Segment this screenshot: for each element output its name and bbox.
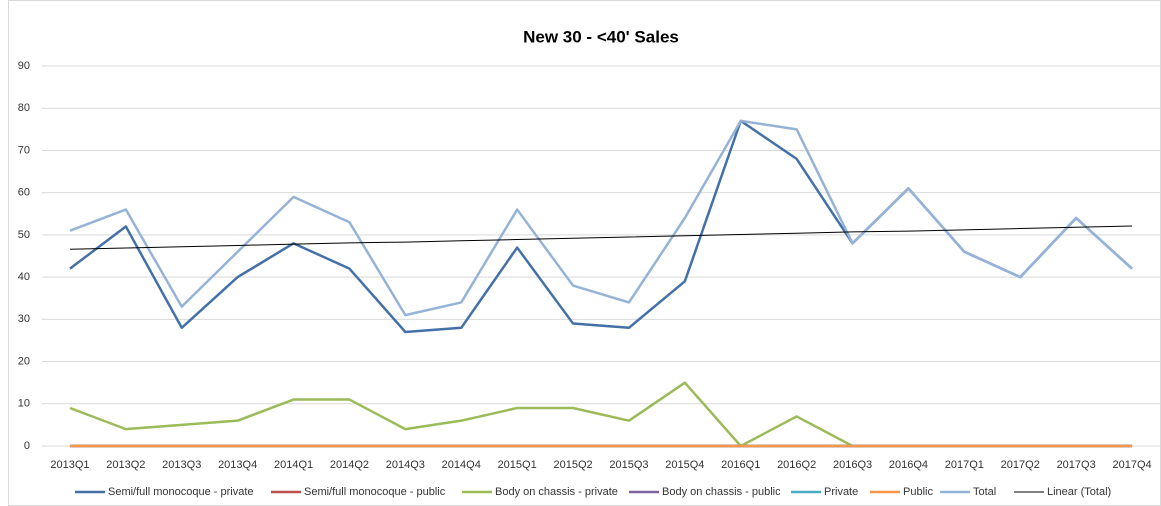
x-tick-label: 2016Q2 <box>777 459 816 471</box>
x-tick-label: 2016Q1 <box>721 459 760 471</box>
y-tick-label: 20 <box>18 355 30 367</box>
x-tick-label: 2015Q2 <box>553 459 592 471</box>
x-tick-label: 2016Q4 <box>889 459 928 471</box>
y-tick-label: 40 <box>18 271 30 283</box>
x-tick-label: 2017Q4 <box>1112 459 1151 471</box>
y-tick-label: 70 <box>18 144 30 156</box>
series-line <box>69 225 1133 250</box>
x-tick-label: 2013Q1 <box>50 459 89 471</box>
x-tick-label: 2015Q4 <box>665 459 704 471</box>
y-tick-label: 10 <box>18 398 30 410</box>
y-tick-label: 60 <box>18 187 30 199</box>
x-tick-label: 2017Q2 <box>1001 459 1040 471</box>
x-tick-label: 2017Q3 <box>1057 459 1096 471</box>
legend-label: Semi/full monocoque - private <box>108 486 254 498</box>
x-tick-label: 2013Q4 <box>218 459 257 471</box>
legend-label: Semi/full monocoque - public <box>304 486 446 498</box>
y-tick-label: 50 <box>18 229 30 241</box>
chart-title: New 30 - <40' Sales <box>523 27 679 46</box>
y-tick-label: 0 <box>24 440 30 452</box>
x-tick-label: 2014Q4 <box>442 459 481 471</box>
legend-label: Linear (Total) <box>1047 486 1111 498</box>
x-tick-label: 2015Q3 <box>609 459 648 471</box>
chart-border <box>8 0 1161 506</box>
x-tick-label: 2013Q3 <box>162 459 201 471</box>
series-line <box>69 119 1133 317</box>
y-tick-label: 90 <box>18 60 30 72</box>
x-tick-label: 2015Q1 <box>498 459 537 471</box>
series-line <box>69 381 854 448</box>
x-tick-label: 2013Q2 <box>106 459 145 471</box>
legend-label: Private <box>824 486 858 498</box>
y-tick-label: 80 <box>18 102 30 114</box>
x-tick-label: 2016Q3 <box>833 459 872 471</box>
x-tick-label: 2014Q3 <box>386 459 425 471</box>
y-tick-label: 30 <box>18 313 30 325</box>
legend-label: Body on chassis - public <box>662 486 781 498</box>
x-tick-label: 2014Q2 <box>330 459 369 471</box>
legend-label: Body on chassis - private <box>495 486 618 498</box>
legend-label: Total <box>973 486 996 498</box>
x-tick-label: 2014Q1 <box>274 459 313 471</box>
x-tick-label: 2017Q1 <box>945 459 984 471</box>
legend-label: Public <box>903 486 933 498</box>
